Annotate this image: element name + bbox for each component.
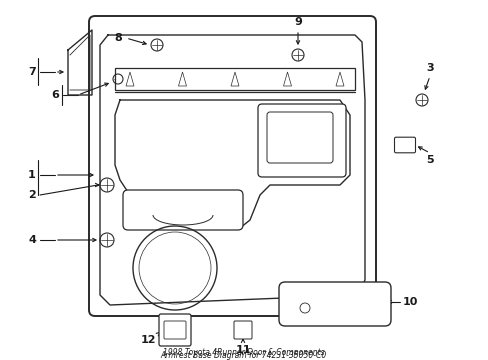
Text: 1: 1 xyxy=(28,170,36,180)
Text: Armrest Base Diagram for 74231-35050-C0: Armrest Base Diagram for 74231-35050-C0 xyxy=(161,351,326,360)
Text: 1998 Toyota 4Runner Door & Components: 1998 Toyota 4Runner Door & Components xyxy=(163,348,324,357)
Text: 7: 7 xyxy=(28,67,36,77)
Text: 10: 10 xyxy=(402,297,417,307)
FancyBboxPatch shape xyxy=(89,16,375,316)
FancyBboxPatch shape xyxy=(123,190,243,230)
Text: 6: 6 xyxy=(51,90,59,100)
Text: 11: 11 xyxy=(235,345,250,355)
Text: 5: 5 xyxy=(426,155,433,165)
Text: 2: 2 xyxy=(28,190,36,200)
Bar xyxy=(115,68,354,90)
FancyBboxPatch shape xyxy=(394,137,415,153)
Text: 9: 9 xyxy=(293,17,301,27)
FancyBboxPatch shape xyxy=(159,314,191,346)
FancyBboxPatch shape xyxy=(266,112,332,163)
FancyBboxPatch shape xyxy=(258,104,346,177)
Text: 12: 12 xyxy=(140,335,156,345)
Text: 4: 4 xyxy=(28,235,36,245)
Text: 8: 8 xyxy=(114,33,122,43)
FancyBboxPatch shape xyxy=(163,321,185,339)
FancyBboxPatch shape xyxy=(234,321,251,339)
FancyBboxPatch shape xyxy=(279,282,390,326)
Text: 3: 3 xyxy=(426,63,433,73)
